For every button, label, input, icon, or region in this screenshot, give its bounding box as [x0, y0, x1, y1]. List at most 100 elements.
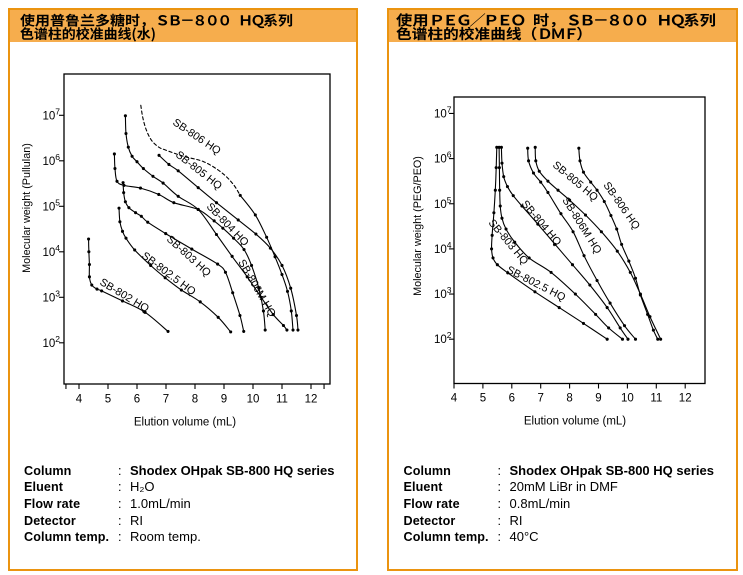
data-point	[615, 227, 619, 231]
data-point	[493, 188, 497, 192]
data-point	[573, 292, 577, 296]
spec-value: RI	[130, 512, 143, 528]
data-point	[146, 220, 150, 224]
spec-colon: :	[497, 463, 502, 478]
y-tick-label: 106	[434, 150, 452, 166]
spec-colon: :	[497, 513, 502, 528]
data-point	[620, 242, 624, 246]
spec-row-flow-rate: Flow rate:0.8mL/min	[404, 496, 734, 513]
data-point	[556, 188, 560, 192]
data-point	[157, 192, 161, 197]
x-tick-label: 9	[595, 393, 601, 405]
data-point	[500, 216, 504, 220]
spec-value: RI	[509, 512, 523, 528]
data-point	[257, 286, 261, 290]
data-point	[536, 222, 540, 226]
x-tick-label: 7	[163, 394, 169, 406]
spec-row-column-temp-: Column temp.:40°C	[404, 529, 734, 546]
spec-value: Shodex OHpak SB-800 HQ series	[509, 462, 714, 478]
data-point	[531, 171, 536, 175]
data-point	[615, 249, 619, 253]
data-point	[291, 328, 295, 332]
data-point	[138, 186, 143, 190]
spec-label: Flow rate	[24, 497, 81, 512]
spec-colon: :	[497, 497, 502, 512]
data-point	[533, 145, 537, 149]
data-point	[626, 337, 630, 341]
data-point	[568, 198, 572, 202]
spec-row-column: Column: Shodex OHpak SB-800 HQ series	[404, 463, 734, 480]
data-point	[294, 313, 299, 318]
header-right-line2-glyphs	[396, 26, 582, 41]
data-point	[238, 313, 242, 318]
x-tick-label: 8	[566, 393, 572, 405]
data-point	[595, 278, 599, 283]
data-point	[238, 193, 242, 197]
y-tick-label: 107	[434, 104, 452, 120]
data-point	[622, 324, 627, 328]
x-tick-label: 11	[650, 393, 662, 405]
spec-label: Column	[24, 463, 72, 478]
x-tick-label: 4	[451, 393, 458, 405]
spec-label: Detector	[403, 513, 456, 528]
data-point	[280, 263, 284, 268]
data-point	[609, 213, 613, 218]
data-point	[495, 145, 499, 149]
spec-colon: :	[118, 530, 122, 545]
data-point	[223, 270, 227, 274]
data-point	[526, 146, 530, 150]
data-point	[118, 220, 122, 224]
spec-value: 1.0mL/min	[130, 496, 191, 512]
data-point	[176, 169, 180, 173]
data-point	[492, 211, 496, 215]
specs-list-right: Column: Shodex OHpak SB-800 HQ series Elue…	[404, 463, 734, 546]
spec-colon: :	[497, 530, 502, 545]
data-point	[607, 326, 611, 330]
data-point	[633, 276, 638, 280]
data-point	[117, 206, 121, 210]
data-point	[123, 200, 127, 204]
x-tick-label: 9	[221, 394, 227, 406]
data-point	[100, 289, 104, 293]
data-point	[490, 233, 494, 237]
data-point	[646, 312, 650, 316]
data-point	[546, 179, 550, 183]
data-point	[539, 180, 543, 184]
data-point	[491, 256, 495, 260]
spec-label: Column	[403, 463, 451, 478]
data-point	[87, 262, 91, 267]
data-point	[271, 313, 275, 317]
data-point	[216, 315, 220, 319]
data-point	[161, 181, 165, 185]
curve-label: SB-804 HQ	[519, 198, 564, 248]
data-point	[198, 300, 202, 304]
data-point	[497, 166, 501, 170]
spec-value: 20mM LiBr in DMF	[509, 479, 618, 495]
data-point	[638, 293, 642, 297]
data-point	[633, 337, 638, 341]
data-point	[87, 250, 91, 254]
data-point	[167, 162, 171, 166]
data-point	[605, 337, 609, 341]
spec-row-column: Column: Shodex OHpak SB-800 HQ series	[24, 463, 354, 480]
data-point	[533, 290, 537, 294]
data-point	[534, 159, 538, 163]
data-point	[127, 206, 131, 210]
y-tick-label: 103	[434, 285, 452, 301]
curve-sb-802-hq	[88, 238, 169, 332]
header-left-line1-glyphs	[20, 13, 293, 29]
x-tick-label: 11	[276, 394, 288, 406]
spec-colon: :	[497, 480, 502, 495]
data-point	[179, 288, 183, 292]
x-tick-label: 12	[679, 393, 692, 405]
spec-value: H₂O	[130, 479, 155, 495]
data-point	[126, 145, 130, 149]
data-point	[504, 227, 508, 231]
spec-label: Column temp.	[24, 530, 110, 545]
data-point	[113, 166, 117, 171]
data-point	[289, 309, 293, 313]
data-point	[87, 237, 91, 241]
y-tick-label: 102	[42, 334, 60, 350]
data-point	[296, 328, 300, 332]
data-point	[549, 270, 553, 274]
